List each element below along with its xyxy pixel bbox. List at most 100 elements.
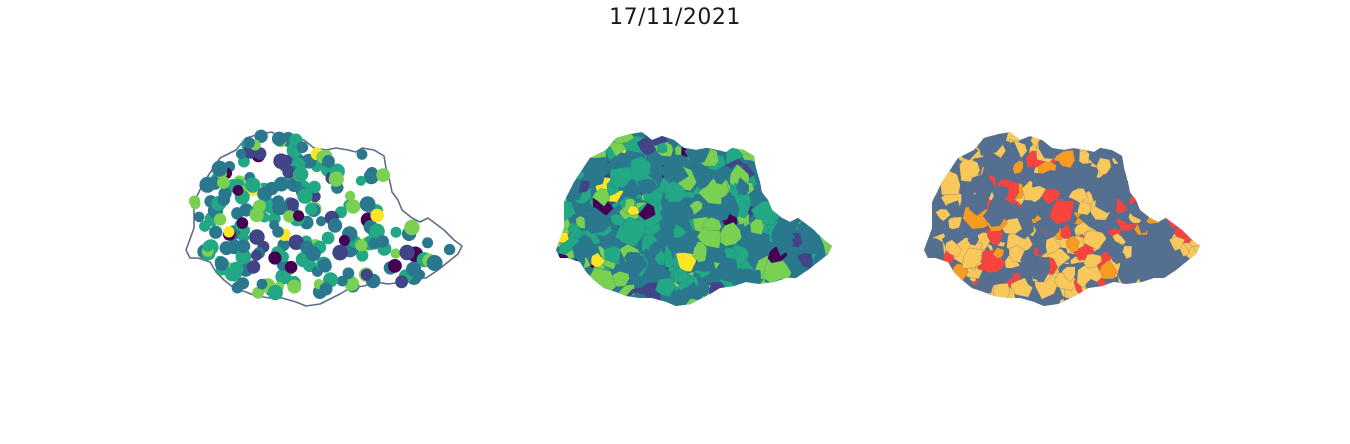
- municipality-polygon: [556, 173, 569, 201]
- municipality-category-polygon: [939, 284, 969, 306]
- municipality-polygon: [826, 217, 832, 236]
- municipality-polygon: [591, 188, 611, 207]
- municipality-category-polygon: [924, 137, 937, 156]
- municipality-category-polygon: [1190, 220, 1200, 242]
- municipality-category-polygon: [1042, 170, 1065, 190]
- municipality-point: [390, 226, 402, 238]
- municipality-category-polygon: [1141, 185, 1155, 197]
- municipality-category-polygon: [1125, 287, 1149, 306]
- municipality-polygon: [785, 155, 806, 175]
- municipality-polygon: [825, 195, 832, 215]
- municipality-category-polygon: [1123, 132, 1155, 157]
- municipality-category-polygon: [1020, 247, 1037, 273]
- municipality-category-polygon: [1175, 141, 1200, 165]
- municipality-point: [300, 240, 314, 255]
- municipality-point: [219, 241, 234, 256]
- municipality-category-polygon: [935, 208, 951, 222]
- municipality-category-polygon: [1079, 297, 1091, 306]
- municipality-point: [309, 190, 321, 203]
- municipality-category-polygon: [1128, 132, 1150, 143]
- municipality-category-polygon: [1179, 151, 1199, 172]
- municipality-category-polygon: [924, 132, 949, 156]
- municipality-category-polygon: [1061, 266, 1076, 283]
- municipality-point: [230, 270, 242, 282]
- municipality-category-polygon: [1063, 299, 1079, 306]
- municipality-point: [245, 177, 261, 193]
- municipality-point: [376, 168, 391, 182]
- municipality-point: [308, 180, 321, 194]
- municipality-polygon: [817, 265, 832, 289]
- municipality-category-polygon: [1168, 296, 1187, 306]
- municipality-category-polygon: [1061, 132, 1075, 139]
- municipality-category-polygon: [939, 295, 960, 306]
- municipality-category-polygon: [946, 293, 966, 306]
- municipality-point: [235, 148, 247, 160]
- municipality-category-polygon: [1191, 198, 1200, 211]
- municipality-category-polygon: [924, 214, 933, 231]
- municipality-point: [406, 261, 422, 277]
- municipality-point: [286, 198, 299, 211]
- municipality-polygon: [814, 143, 827, 160]
- municipality-polygon: [570, 289, 595, 306]
- municipality-category-polygon: [1139, 164, 1163, 188]
- municipality-point: [235, 248, 252, 265]
- municipality-polygon: [561, 132, 582, 153]
- municipality-category-polygon: [1199, 184, 1200, 197]
- municipality-category-polygon: [1166, 150, 1196, 180]
- municipality-point: [190, 199, 201, 210]
- municipality-polygon: [794, 286, 808, 299]
- municipality-point: [209, 225, 223, 239]
- municipality-category-polygon: [1177, 133, 1193, 147]
- municipality-category-polygon: [1177, 278, 1200, 306]
- municipality-point: [253, 147, 267, 160]
- municipality-polygon: [829, 173, 832, 200]
- municipality-polygon: [590, 252, 605, 268]
- municipality-polygon: [712, 290, 741, 306]
- municipality-polygon: [560, 140, 578, 159]
- municipality-category-polygon: [924, 153, 937, 166]
- municipality-point: [390, 248, 401, 259]
- municipality-point: [223, 226, 235, 238]
- municipality-polygon: [567, 222, 583, 239]
- municipality-polygon: [578, 180, 590, 194]
- municipality-category-polygon: [1196, 132, 1200, 144]
- municipality-polygon: [829, 269, 832, 282]
- municipality-category-polygon: [1162, 194, 1176, 207]
- municipality-polygon: [592, 292, 610, 306]
- municipality-category-polygon: [1174, 132, 1197, 154]
- municipality-category-polygon: [1196, 224, 1200, 241]
- municipality-point: [345, 199, 361, 214]
- municipality-point: [236, 217, 249, 229]
- municipality-point: [284, 260, 298, 274]
- municipality-point: [252, 286, 264, 299]
- municipality-category-polygon: [1151, 277, 1166, 294]
- municipality-point: [376, 235, 389, 248]
- municipality-category-polygon: [1190, 282, 1200, 303]
- municipality-category-polygon: [933, 279, 951, 299]
- municipality-point: [282, 165, 295, 179]
- municipality-category-polygon: [974, 292, 998, 306]
- municipality-point: [214, 256, 229, 271]
- municipality-polygon: [683, 132, 701, 147]
- municipality-category-polygon: [976, 135, 1003, 154]
- municipality-point: [236, 277, 250, 290]
- municipality-polygon: [581, 132, 608, 151]
- municipality-polygon: [738, 132, 765, 145]
- municipality-point: [344, 276, 360, 292]
- municipality-point: [202, 240, 214, 252]
- municipality-polygon: [823, 257, 832, 286]
- municipality-point: [426, 255, 443, 271]
- municipality-category-polygon: [952, 135, 970, 152]
- municipality-point: [256, 278, 268, 290]
- municipality-category-polygon: [982, 204, 1008, 227]
- municipality-polygon: [592, 137, 608, 153]
- municipality-point: [404, 219, 420, 236]
- municipality-category-polygon: [1095, 181, 1117, 214]
- municipality-category-polygon: [1179, 143, 1200, 165]
- municipality-category-polygon: [1180, 179, 1200, 209]
- municipality-polygon: [681, 132, 694, 144]
- municipality-category-polygon: [1190, 164, 1200, 179]
- municipality-categories: [924, 132, 1200, 306]
- municipality-polygon: [817, 207, 832, 224]
- municipality-category-polygon: [945, 239, 963, 257]
